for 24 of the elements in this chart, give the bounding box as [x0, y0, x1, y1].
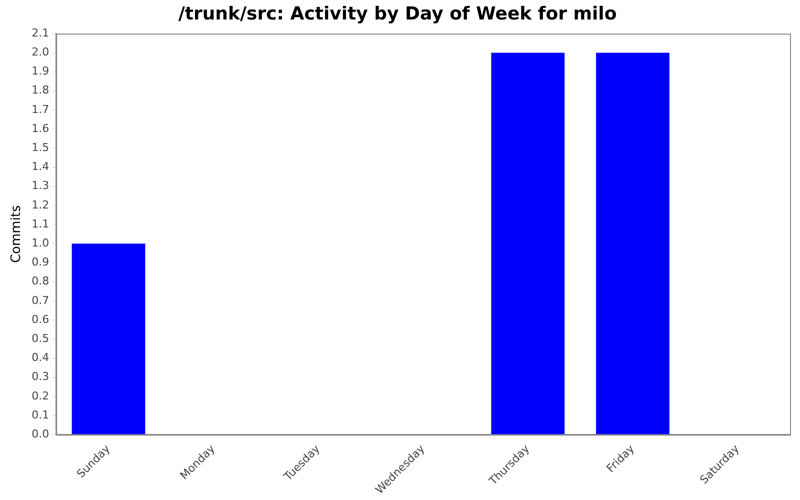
y-tick-label: 1.2 [32, 198, 50, 212]
y-tick-label: 0.8 [32, 274, 50, 288]
y-tick-label: 0.0 [32, 427, 50, 440]
y-tick-label: 1.6 [32, 122, 50, 135]
y-tick-label: 0.7 [32, 294, 50, 307]
y-tick-label: 1.4 [32, 160, 50, 174]
y-tick-label: 0.6 [32, 312, 50, 326]
y-tick-label: 0.9 [32, 256, 50, 269]
y-tick-label: 1.3 [32, 179, 50, 192]
y-axis-title: Commits [9, 204, 24, 264]
y-tick-label: 0.1 [32, 408, 50, 422]
y-tick-label: 0.5 [32, 332, 50, 346]
y-tick-label: 0.4 [32, 351, 50, 364]
y-tick-label: 1.8 [32, 84, 50, 97]
y-tick-label: 2.0 [32, 46, 50, 59]
y-tick-label: 1.7 [32, 102, 50, 116]
y-tick-label: 1.9 [32, 64, 50, 78]
y-tick-label: 1.1 [32, 217, 50, 230]
y-tick-label: 1.0 [32, 236, 50, 250]
y-tick-label: 2.1 [32, 26, 50, 40]
y-tick-label: 1.5 [32, 141, 50, 154]
y-tick-label: 0.3 [32, 370, 50, 384]
chart-title: /trunk/src: Activity by Day of Week for milo [178, 3, 617, 24]
y-tick-label: 0.2 [32, 389, 50, 402]
